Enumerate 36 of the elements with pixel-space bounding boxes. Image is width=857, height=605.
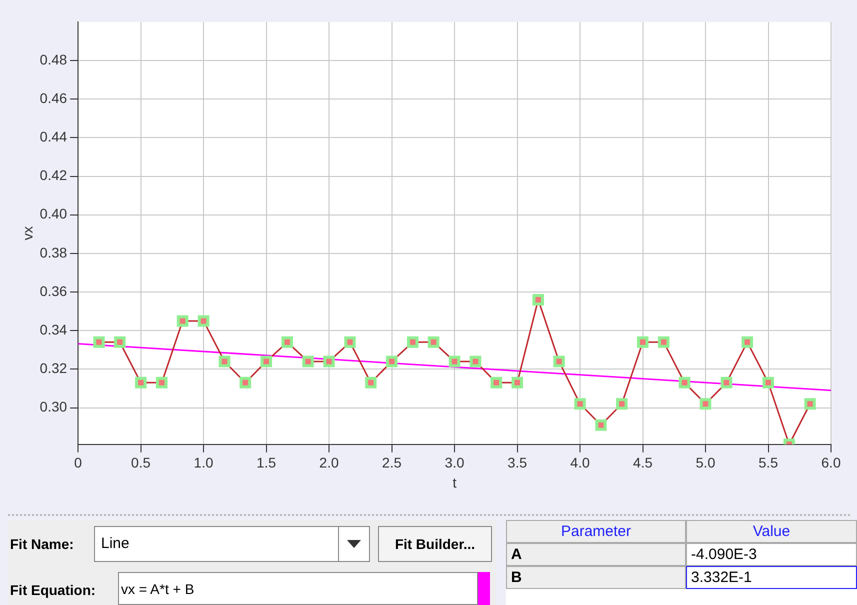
text: Fit Builder... <box>378 526 492 562</box>
y-tick-label: 0.32 <box>40 360 68 376</box>
text: Line <box>101 535 130 552</box>
y-tick-label: 0.36 <box>40 282 68 299</box>
y-tick-label: 0.34 <box>40 321 68 338</box>
x-tick-label: 6.0 <box>821 454 841 471</box>
x-tick-label: 1.5 <box>256 454 276 471</box>
text: vx = A*t + B <box>121 581 194 597</box>
y-tick-label: 0.46 <box>40 90 68 106</box>
text: Fit Name: <box>10 536 74 552</box>
x-tick-label: 0 <box>74 454 82 471</box>
text: Parameter <box>506 520 686 543</box>
x-tick-label: 3.5 <box>508 454 528 471</box>
x-axis-title: t <box>452 474 457 490</box>
text: Value <box>686 520 857 543</box>
x-tick-label: 3.0 <box>444 454 464 471</box>
text: -4.090E-3 <box>686 543 857 566</box>
text: A <box>506 543 686 566</box>
y-axis-title: vx <box>19 226 36 240</box>
text: 3.332E-1 <box>686 566 857 589</box>
x-tick-label: 4.0 <box>570 454 590 471</box>
x-tick-label: 5.0 <box>696 454 716 471</box>
text: Fit Equation: <box>10 582 96 598</box>
y-tick-label: 0.48 <box>40 51 68 68</box>
y-tick-label: 0.38 <box>40 244 68 260</box>
x-tick-label: 5.5 <box>758 454 778 471</box>
text: B <box>506 566 686 589</box>
y-tick-label: 0.44 <box>40 128 68 145</box>
x-tick-label: 0.5 <box>131 454 151 471</box>
x-tick-label: 2.0 <box>319 454 339 471</box>
x-tick-label: 4.5 <box>633 454 653 471</box>
y-tick-label: 0.42 <box>40 167 68 184</box>
y-tick-label: 0.30 <box>40 398 68 415</box>
x-tick-label: 2.5 <box>382 454 402 471</box>
x-tick-label: 1.0 <box>194 454 214 471</box>
y-tick-label: 0.40 <box>40 206 68 222</box>
